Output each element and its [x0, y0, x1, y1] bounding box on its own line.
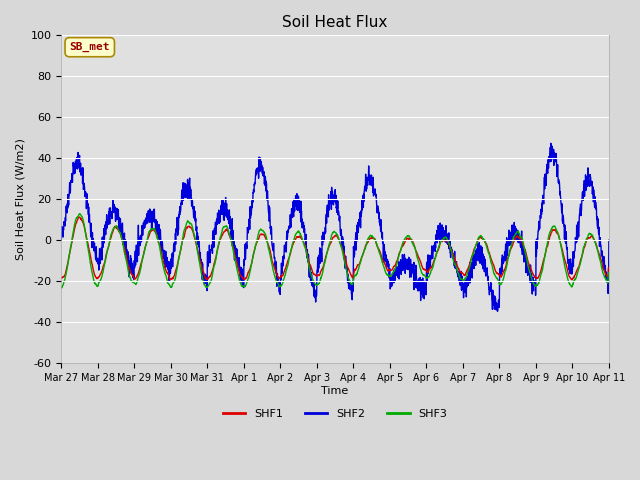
SHF1 — [495, 271, 502, 277]
SHF2 — [605, 237, 612, 243]
SHF3 — [557, 243, 564, 249]
X-axis label: Time: Time — [321, 385, 349, 396]
SHF2 — [351, 238, 358, 243]
SHF3 — [351, 272, 359, 278]
Line: SHF3: SHF3 — [61, 214, 609, 288]
SHF2 — [493, 308, 501, 314]
SHF2 — [495, 301, 502, 307]
Legend: SHF1, SHF2, SHF3: SHF1, SHF2, SHF3 — [218, 404, 452, 423]
SHF2 — [210, 244, 218, 250]
Title: Soil Heat Flux: Soil Heat Flux — [282, 15, 388, 30]
Line: SHF1: SHF1 — [61, 217, 609, 280]
SHF1 — [605, 264, 612, 270]
SHF1 — [557, 241, 564, 247]
SHF3 — [211, 262, 218, 268]
Y-axis label: Soil Heat Flux (W/m2): Soil Heat Flux (W/m2) — [15, 138, 25, 260]
SHF1 — [572, 269, 580, 275]
Text: SB_met: SB_met — [70, 42, 110, 52]
SHF1 — [351, 266, 359, 272]
SHF3 — [572, 275, 580, 281]
SHF3 — [76, 211, 83, 216]
Line: SHF2: SHF2 — [61, 144, 609, 311]
SHF1 — [568, 277, 576, 283]
SHF3 — [605, 270, 612, 276]
SHF3 — [495, 278, 502, 284]
SHF3 — [58, 285, 66, 291]
SHF2 — [58, 237, 65, 242]
SHF1 — [211, 260, 218, 266]
SHF3 — [364, 238, 371, 244]
SHF2 — [572, 237, 580, 243]
SHF2 — [363, 186, 371, 192]
SHF1 — [58, 275, 65, 280]
SHF2 — [557, 200, 564, 205]
SHF1 — [363, 241, 371, 247]
SHF3 — [58, 284, 65, 290]
SHF1 — [75, 214, 83, 220]
SHF2 — [547, 141, 555, 146]
